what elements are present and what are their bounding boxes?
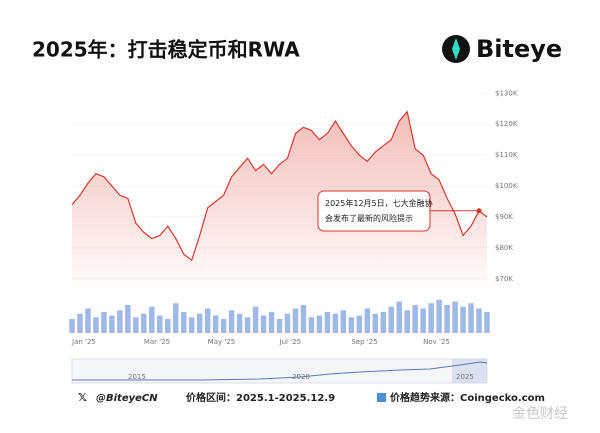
volume-bar <box>404 310 410 333</box>
volume-bar <box>452 301 458 333</box>
volume-bar <box>420 308 426 333</box>
volume-bar <box>165 319 171 333</box>
volume-bar <box>125 305 131 333</box>
volume-bar <box>364 308 371 333</box>
volume-bar <box>428 303 434 333</box>
volume-bar <box>133 317 139 333</box>
y-tick-label: $80K <box>495 244 513 252</box>
volume-bar <box>109 315 115 333</box>
volume-bar <box>173 303 179 333</box>
volume-bar <box>396 301 402 333</box>
navigator-year: 2020 <box>292 373 310 381</box>
volume-bar <box>388 306 394 333</box>
price-line <box>71 110 488 262</box>
volume-bar <box>77 313 83 333</box>
volume-bar <box>196 313 203 333</box>
volume-bar <box>101 312 107 333</box>
logo: Biteye <box>442 35 562 63</box>
volume-bar <box>372 313 379 333</box>
volume-bar <box>188 317 195 333</box>
volume-bar <box>244 317 251 333</box>
volume-bar <box>228 310 235 333</box>
volume-bar <box>460 306 466 333</box>
volume-bar <box>412 305 418 333</box>
y-tick-label: $70K <box>495 275 513 283</box>
volume-bar <box>276 319 283 333</box>
navigator-year: 2015 <box>128 373 146 381</box>
volume-bar <box>436 299 442 333</box>
volume-bar <box>204 308 211 333</box>
source-icon <box>377 393 386 402</box>
y-tick-label: $100K <box>495 182 518 190</box>
footer-range: 价格区间：2025.1-2025.12.9 <box>186 391 335 404</box>
annotation-point <box>476 208 482 214</box>
volume-bar <box>444 305 450 333</box>
volume-bar <box>268 312 275 333</box>
volume-bar <box>324 312 331 333</box>
volume-bar <box>484 312 490 333</box>
x-tick-label: Jan '25 <box>71 338 96 346</box>
volume-bar <box>220 319 227 333</box>
navigator <box>71 358 488 384</box>
navigator-line <box>72 361 488 381</box>
watermark: 金色财经 <box>512 405 568 422</box>
x-icon: 𝕏 <box>78 391 87 404</box>
logo-text: Biteye <box>476 35 562 63</box>
x-tick-label: Nov '25 <box>423 338 450 346</box>
volume-bar <box>340 310 347 333</box>
volume-bar <box>117 310 123 333</box>
annotation-text: 2025年12月5日，七大金融协会发布了最新的风险提示 <box>325 198 433 223</box>
chart-title: 2025年：打击稳定币和RWA <box>32 38 300 62</box>
volume-bar <box>69 319 75 333</box>
navigator-year: 2025 <box>456 373 474 381</box>
volume-bar <box>236 313 243 333</box>
volume-bar <box>316 315 323 333</box>
annotation-box <box>317 190 431 232</box>
volume-bar <box>476 308 482 333</box>
x-tick-label: Jul '25 <box>279 338 302 346</box>
footer-handle: @BiteyeCN <box>96 393 158 404</box>
volume-bar <box>93 317 99 333</box>
x-tick-label: Mar '25 <box>144 338 170 346</box>
volume-bar <box>292 308 299 333</box>
volume-bar <box>332 313 339 333</box>
volume-bar <box>141 313 147 333</box>
volume-bar <box>356 315 363 333</box>
volume-bar <box>157 315 163 333</box>
x-tick-label: May '25 <box>208 338 236 346</box>
volume-bar <box>380 312 386 333</box>
volume-bar <box>252 306 259 333</box>
volume-bar <box>284 313 291 333</box>
footer: 𝕏 @BiteyeCN 价格区间：2025.1-2025.12.9 价格趋势来源… <box>78 391 568 422</box>
y-tick-label: $110K <box>495 151 518 159</box>
y-tick-label: $120K <box>495 120 518 128</box>
volume-bar <box>149 306 155 333</box>
footer-source: 价格趋势来源：Coingecko.com <box>390 391 545 404</box>
volume-bar <box>212 315 219 333</box>
volume-bar <box>300 305 307 333</box>
volume-bar <box>180 312 187 333</box>
area <box>72 111 487 285</box>
volume-bar <box>308 317 315 333</box>
volume-bar <box>348 317 355 333</box>
y-tick-label: $130K <box>495 89 518 97</box>
navigator-window <box>452 359 487 383</box>
x-tick-label: Sep '25 <box>351 338 377 346</box>
volume-bar <box>260 315 267 333</box>
volume-bar <box>85 308 91 333</box>
y-tick-label: $90K <box>495 213 513 221</box>
volume-bar <box>468 303 474 333</box>
